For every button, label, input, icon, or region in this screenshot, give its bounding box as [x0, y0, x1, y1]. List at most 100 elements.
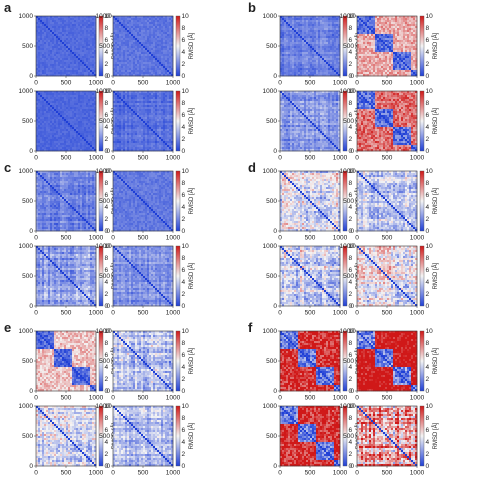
heatmap-cell — [52, 125, 54, 127]
heatmap-cell — [149, 64, 151, 66]
heatmap-cell — [127, 99, 129, 101]
heatmap-cell — [133, 139, 135, 141]
heatmap-cell — [80, 30, 82, 32]
heatmap-cell — [48, 30, 50, 32]
heatmap-cell — [129, 52, 131, 54]
heatmap-cell — [119, 125, 121, 127]
heatmap-cell — [159, 137, 161, 139]
heatmap-cell — [121, 105, 123, 107]
heatmap-cell — [80, 40, 82, 42]
heatmap-cell — [133, 107, 135, 109]
heatmap-cell — [58, 109, 60, 111]
heatmap-cell — [167, 101, 169, 103]
heatmap-cell — [40, 38, 42, 40]
heatmap-cell — [161, 70, 163, 72]
heatmap-cell — [157, 115, 159, 117]
heatmap-cell — [60, 121, 62, 123]
heatmap-cell — [163, 123, 165, 125]
heatmap-cell — [123, 24, 125, 26]
heatmap-cell — [88, 141, 90, 143]
heatmap-cell — [159, 16, 161, 18]
heatmap-cell — [66, 137, 68, 139]
heatmap-cell — [131, 56, 133, 58]
heatmap-cell — [66, 18, 68, 20]
heatmap-cell — [76, 137, 78, 139]
heatmap-cell — [72, 95, 74, 97]
heatmap-cell — [70, 28, 72, 30]
heatmap-cell — [133, 66, 135, 68]
heatmap-cell — [135, 135, 137, 137]
heatmap-cell — [68, 127, 70, 129]
heatmap-cell — [143, 119, 145, 121]
heatmap-cell — [129, 56, 131, 58]
heatmap-cell — [50, 66, 52, 68]
heatmap-cell — [157, 139, 159, 141]
heatmap-cell — [115, 26, 117, 28]
heatmap-cell — [88, 16, 90, 18]
heatmap-cell — [72, 141, 74, 143]
heatmap-cell — [155, 46, 157, 48]
heatmap-cell — [153, 66, 155, 68]
heatmap-cell — [90, 48, 92, 50]
heatmap-cell — [167, 64, 169, 66]
heatmap-cell — [290, 28, 292, 30]
heatmap-cell — [127, 24, 129, 26]
heatmap-cell — [121, 145, 123, 147]
heatmap-cell — [44, 103, 46, 105]
heatmap-cell — [151, 28, 153, 30]
heatmap-cell — [157, 48, 159, 50]
heatmap-cell — [125, 62, 127, 64]
heatmap-cell — [125, 111, 127, 113]
heatmap-cell — [137, 123, 139, 125]
y-tick-label: 500 — [22, 43, 33, 50]
heatmap-cell — [151, 44, 153, 46]
heatmap-cell — [62, 97, 64, 99]
heatmap-cell — [64, 107, 66, 109]
heatmap-cell — [288, 24, 290, 26]
heatmap-cell — [54, 125, 56, 127]
heatmap-cell — [74, 141, 76, 143]
heatmap-cell — [322, 28, 324, 30]
heatmap-cell — [82, 60, 84, 62]
heatmap-cell — [86, 18, 88, 20]
heatmap-cell — [70, 101, 72, 103]
heatmap-cell — [302, 26, 304, 28]
heatmap-cell — [78, 119, 80, 121]
heatmap-cell — [84, 72, 86, 74]
heatmap-cell — [113, 143, 115, 145]
heatmap-cell — [161, 42, 163, 44]
heatmap-cell — [60, 44, 62, 46]
heatmap-cell — [135, 133, 137, 135]
heatmap-cell — [143, 38, 145, 40]
heatmap-cell — [159, 70, 161, 72]
heatmap-cell — [92, 145, 94, 147]
heatmap-cell — [64, 97, 66, 99]
heatmap-cell — [92, 139, 94, 141]
heatmap-cell — [86, 40, 88, 42]
heatmap-cell — [163, 26, 165, 28]
heatmap-cell — [141, 129, 143, 131]
heatmap-cell — [135, 101, 137, 103]
heatmap-cell — [40, 54, 42, 56]
heatmap-cell — [284, 20, 286, 22]
heatmap-cell — [131, 141, 133, 143]
heatmap-cell — [70, 131, 72, 133]
heatmap-cell — [86, 20, 88, 22]
heatmap-cell — [161, 147, 163, 149]
heatmap-cell — [322, 20, 324, 22]
heatmap-cell — [157, 111, 159, 113]
heatmap-cell — [153, 135, 155, 137]
heatmap-cell — [46, 44, 48, 46]
heatmap-cell — [141, 58, 143, 60]
heatmap-cell — [88, 26, 90, 28]
heatmap-cell — [70, 24, 72, 26]
heatmap-cell — [88, 137, 90, 139]
heatmap-cell — [139, 68, 141, 70]
heatmap-cell — [92, 30, 94, 32]
heatmap-cell — [76, 123, 78, 125]
heatmap-cell — [129, 97, 131, 99]
heatmap-cell — [56, 125, 58, 127]
heatmap-cell — [155, 30, 157, 32]
heatmap-cell — [48, 18, 50, 20]
heatmap-cell — [54, 64, 56, 66]
